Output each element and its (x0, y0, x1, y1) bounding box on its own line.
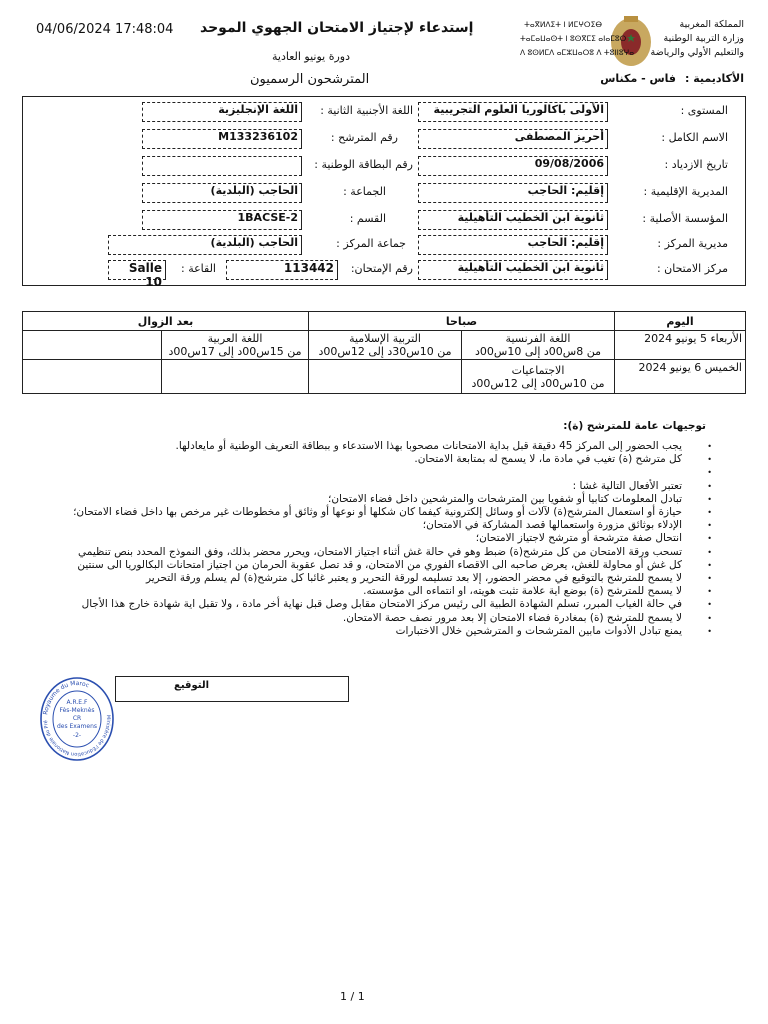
time: من 15س00د إلى 17س00د (168, 345, 302, 358)
second-language-value: اللغة الإنجليزية (142, 102, 302, 122)
svg-text:A.R.E.F: A.R.E.F (67, 699, 88, 706)
svg-text:-2-: -2- (73, 732, 81, 739)
center-commune-label: جماعة المركز : (336, 237, 406, 250)
exam-center-label: مركز الامتحان : (656, 262, 728, 275)
instruction-item (22, 466, 712, 479)
subject: التربية الإسلامية (349, 332, 421, 345)
header-afternoon: بعد الزوال (22, 311, 309, 331)
exam-cell (22, 359, 162, 394)
origin-school-value: ثانوية ابن الخطيب التأهيلية (418, 210, 608, 230)
national-id-value (142, 156, 302, 176)
tifinagh-line: ⵜⴰⵎⴰⵡⴰⵙⵜ ⵏ ⵓⵙⴳⵎⵉ ⴰⵏⴰⵎⵓⵔ (520, 34, 627, 43)
ministry-line: والتعليم الأولي والرياضة (650, 47, 744, 58)
tifinagh-line: ⴷ ⵓⵙⵍⵎⴷ ⴰⵎⵣⵡⴰⵔⵓ ⴷ ⵜⵓⵏⵏⵓⵖⴰ (520, 48, 635, 57)
day-cell: الخميس 6 يونيو 2024 (614, 359, 746, 394)
exam-cell: الاجتماعيات من 10س00د إلى 12س00د (461, 359, 615, 394)
instruction-item: انتحال صفة مترشحة أو مترشح لاجتياز الامت… (22, 532, 712, 545)
center-commune-value: الحاجب (البلدية) (108, 235, 302, 255)
instruction-item: كل غش أو محاولة للغش، يعرض صاحبه الى الا… (22, 559, 712, 572)
class-label: القسم : (349, 212, 386, 225)
instruction-item: تعتبر الأفعال التالية غشا : (22, 480, 712, 493)
level-value: الأولى باكالوريا العلوم التجريبية (418, 102, 608, 122)
document-title: إستدعاء لإجتياز الامتحان الجهوي الموحد (200, 20, 474, 36)
candidate-number-value: M133236102 (142, 129, 302, 149)
birth-date-label: تاريخ الازدياد : (664, 158, 728, 171)
page-number: 1 / 1 (340, 990, 365, 1003)
instruction-item: تبادل المعلومات كتابيا أو شفويا بين المت… (22, 493, 712, 506)
provincial-directorate-label: المديرية الإقليمية : (643, 185, 728, 198)
full-name-value: أحريز المصطفى (418, 129, 608, 149)
class-value: 1BACSE-2 (142, 210, 302, 230)
exam-center-value: ثانوية ابن الخطيب التأهيلية (418, 260, 608, 280)
subject: اللغة العربية (207, 332, 263, 345)
room-label: القاعة : (181, 262, 216, 275)
birth-date-value: 09/08/2006 (418, 156, 608, 176)
instruction-item: لا يسمح للمترشح بالتوقيع في محضر الحضور،… (22, 572, 712, 585)
subject: اللغة الفرنسية (505, 332, 571, 345)
ministry-line: وزارة التربية الوطنية (663, 33, 745, 44)
candidate-info-box (22, 96, 746, 286)
header-day: اليوم (614, 311, 746, 331)
ministry-line: المملكة المغربية (679, 19, 744, 30)
signature-box: التوقيع (115, 676, 349, 702)
exam-number-value: 113442 (226, 260, 338, 280)
full-name-label: الاسم الكامل : (661, 131, 728, 144)
table-row: الأربعاء 5 يونيو 2024 اللغة الفرنسية من 8… (22, 330, 746, 360)
tifinagh-line: ⵜⴰⴳⵍⴷⵉⵜ ⵏ ⵍⵎⵖⵔⵉⴱ (524, 20, 602, 29)
level-label: المستوى : (680, 104, 728, 117)
provincial-directorate-value: إقليم: الحاجب (418, 183, 608, 203)
instruction-item: لا يسمح للمترشح (ة) بوضع اية علامة تثبت … (22, 585, 712, 598)
second-language-label: اللغة الأجنبية الثانية : (320, 104, 413, 117)
subject: الاجتماعيات (511, 363, 565, 377)
center-directorate-value: إقليم: الحاجب (418, 235, 608, 255)
svg-text:Fès-Meknès: Fès-Meknès (59, 707, 94, 714)
time: من 10س00د إلى 12س00د (471, 376, 605, 390)
instruction-item: كل مترشح (ة) تغيب في مادة ما، لا يسمح له… (22, 453, 712, 466)
exam-number-label: رقم الإمتحان: (350, 262, 413, 275)
instructions-title: توجيهات عامة للمترشح (ة): (563, 420, 706, 432)
instruction-item: لا يسمح للمترشح (ة) بمغادرة فضاء الامتحا… (22, 612, 712, 625)
instruction-item: يمنع تبادل الأدوات مابين المترشحات و الم… (22, 625, 712, 638)
commune-value: الحاجب (البلدية) (142, 183, 302, 203)
academy-value: فاس - مكناس (600, 72, 676, 85)
ministry-name: المملكة المغربية وزارة التربية الوطنية و… (651, 18, 744, 60)
commune-label: الجماعة : (343, 185, 386, 198)
table-row: الخميس 6 يونيو 2024 الاجتماعيات من 10س00د… (22, 359, 746, 394)
exam-schedule-table: اليوم صباحا بعد الزوال الأربعاء 5 يونيو … (22, 311, 746, 394)
official-stamp: Royaume du Maroc Ministère de l'Educatio… (38, 674, 114, 761)
origin-school-label: المؤسسة الأصلية : (642, 212, 728, 225)
instructions-list: يجب الحضور إلى المركز 45 دقيقة قبل بداية… (22, 440, 712, 638)
moroccan-coat-of-arms-icon (611, 16, 651, 66)
room-value: Salle 10 (108, 260, 166, 289)
instruction-item: حيازة أو استعمال المترشح(ة) لآلات أو وسا… (22, 506, 712, 519)
exam-cell (161, 359, 309, 394)
candidate-number-label: رقم المترشح : (330, 131, 398, 144)
session-label: دورة يونيو العادية (272, 50, 351, 63)
timestamp: 04/06/2024 17:48:04 (36, 22, 174, 37)
exam-cell: اللغة العربية من 15س00د إلى 17س00د (161, 330, 309, 360)
svg-text:des Examens: des Examens (57, 723, 97, 730)
exam-cell (22, 330, 162, 360)
candidates-type: المترشحون الرسميون (250, 72, 370, 87)
header-morning: صباحا (308, 311, 615, 331)
tifinagh-ministry-name: ⵜⴰⴳⵍⴷⵉⵜ ⵏ ⵍⵎⵖⵔⵉⴱ ⵜⴰⵎⴰⵡⴰⵙⵜ ⵏ ⵓⵙⴳⵎⵉ ⴰⵏⴰⵎⵓⵔ… (520, 18, 635, 60)
svg-text:CR: CR (73, 715, 81, 722)
day-cell: الأربعاء 5 يونيو 2024 (614, 330, 746, 360)
instruction-item: الإدلاء بوثائق مزورة واستعمالها قصد المش… (22, 519, 712, 532)
exam-cell: اللغة الفرنسية من 8س00د إلى 10س00د (461, 330, 615, 360)
instruction-item: في حالة الغياب المبرر، تسلم الشهادة الطب… (22, 598, 712, 611)
exam-cell: التربية الإسلامية من 10س30د إلى 12س00د (308, 330, 462, 360)
time: من 10س30د إلى 12س00د (318, 345, 452, 358)
instruction-item: يجب الحضور إلى المركز 45 دقيقة قبل بداية… (22, 440, 712, 453)
signature-label: التوقيع (174, 680, 209, 691)
national-id-label: رقم البطاقة الوطنية : (314, 158, 413, 171)
academy-label: الأكاديمية : (684, 72, 744, 85)
exam-cell (308, 359, 462, 394)
time: من 8س00د إلى 10س00د (474, 345, 601, 358)
center-directorate-label: مديرية المركز : (657, 237, 728, 250)
instruction-item: تسحب ورقة الامتحان من كل مترشح(ة) ضبط وه… (22, 546, 712, 559)
